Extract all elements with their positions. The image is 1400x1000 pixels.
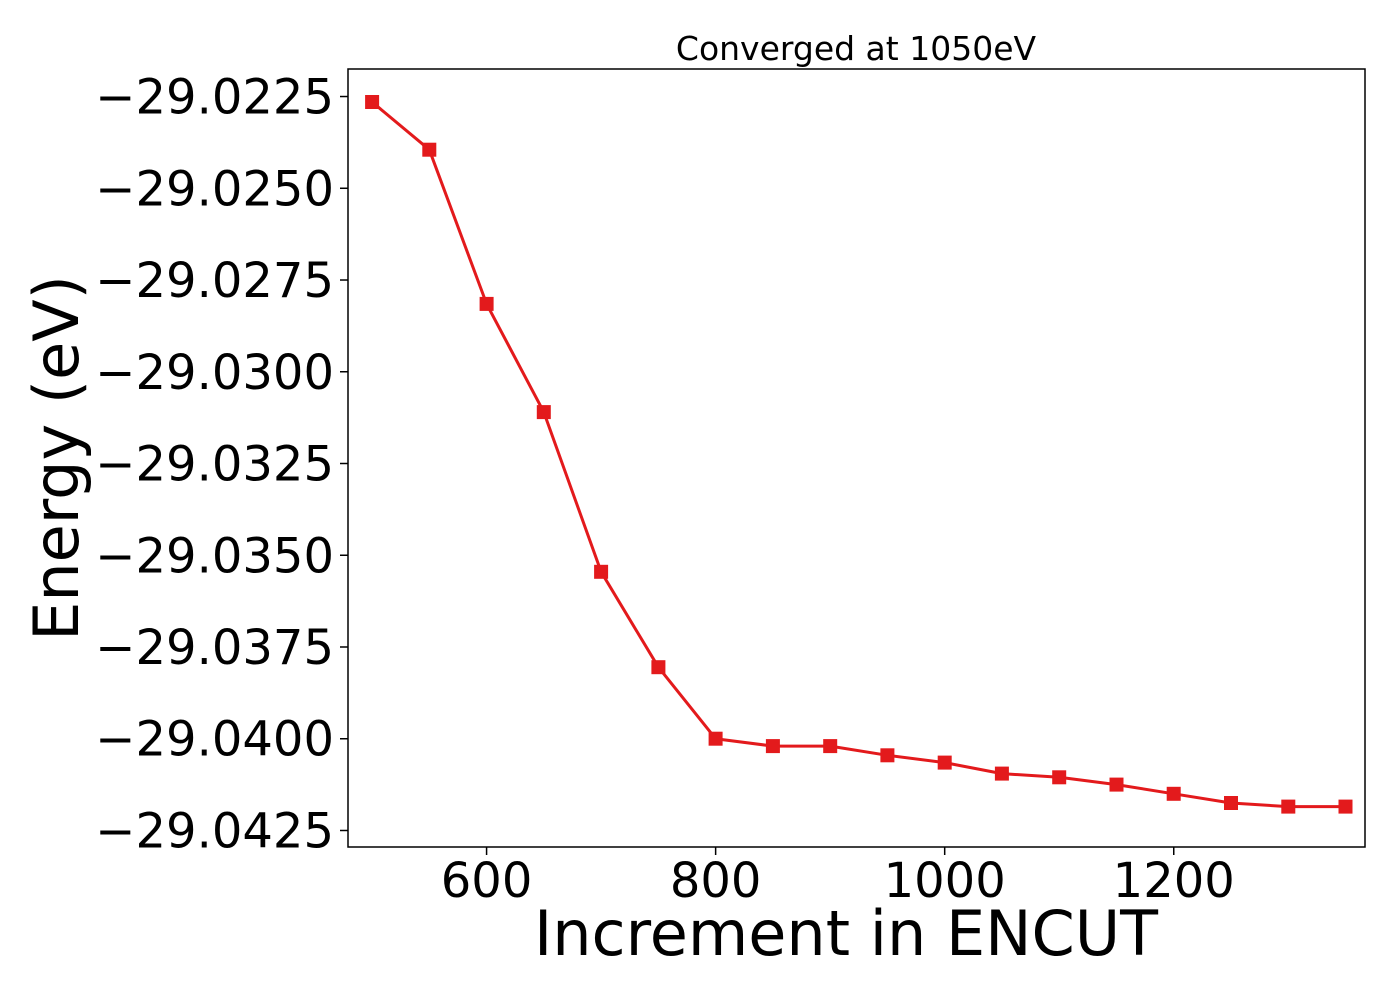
y-tick-label: −29.0275	[95, 253, 334, 309]
y-tick-label: −29.0250	[95, 161, 334, 217]
series-line-0	[371, 100, 1346, 809]
data-point	[536, 405, 551, 420]
data-point	[594, 564, 609, 579]
data-point	[880, 748, 895, 763]
y-axis-label: Energy (eV)	[20, 275, 93, 641]
data-point	[708, 731, 723, 746]
data-point	[365, 95, 380, 109]
data-point	[1052, 770, 1067, 785]
data-point	[937, 755, 952, 770]
x-axis-label: Increment in ENCUT	[534, 897, 1159, 970]
y-tick-label: −29.0300	[95, 345, 334, 401]
data-point	[1166, 786, 1181, 801]
data-point	[479, 296, 494, 311]
y-tick-label: −29.0350	[95, 528, 334, 584]
plot-frame	[347, 68, 1366, 848]
data-point	[765, 739, 780, 754]
y-tick-label: −29.0400	[95, 712, 334, 768]
y-tick-label: −29.0225	[95, 70, 334, 126]
data-point	[1281, 799, 1296, 814]
data-point	[994, 766, 1009, 781]
data-point	[651, 660, 666, 675]
data-point	[823, 739, 838, 754]
y-tick-label: −29.0325	[95, 437, 334, 493]
data-point	[1109, 777, 1124, 792]
x-tick-label: 800	[670, 853, 762, 909]
x-tick-label: 1200	[1113, 853, 1235, 909]
chart-title: Converged at 1050eV	[676, 29, 1037, 68]
data-point	[422, 142, 437, 157]
x-tick-label: 600	[441, 853, 533, 909]
y-tick-label: −29.0375	[95, 620, 334, 676]
y-tick-label: −29.0425	[95, 803, 334, 859]
x-tick-label: 1000	[884, 853, 1006, 909]
data-point	[1338, 799, 1353, 814]
data-point	[1224, 796, 1238, 810]
